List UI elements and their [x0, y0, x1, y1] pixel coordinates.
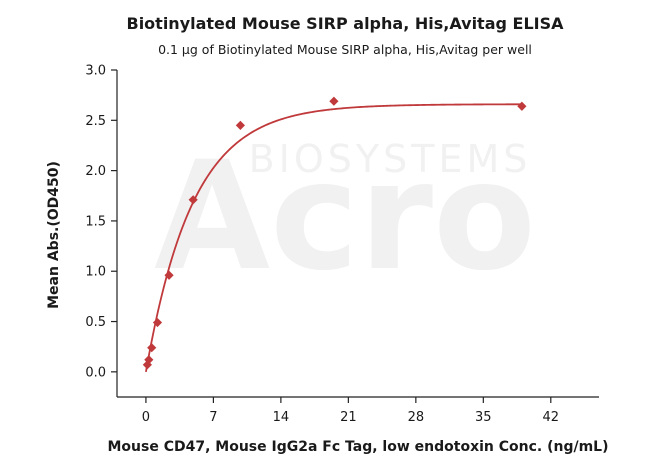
- x-tick-label: 42: [543, 410, 560, 425]
- x-axis-ticks: 0 7 14 21 28 35 42: [142, 397, 559, 425]
- data-point: [144, 355, 154, 365]
- data-point: [152, 317, 163, 328]
- chart-title: Biotinylated Mouse SIRP alpha, His,Avita…: [127, 14, 565, 33]
- y-tick-label: 0.5: [85, 315, 106, 330]
- x-tick-label: 35: [475, 410, 492, 425]
- data-point: [188, 195, 198, 205]
- x-axis-title: Mouse CD47, Mouse IgG2a Fc Tag, low endo…: [108, 439, 609, 455]
- data-point: [142, 360, 152, 370]
- data-point: [235, 120, 245, 130]
- data-point: [164, 270, 174, 280]
- y-axis-ticks: 0.0 0.5 1.0 1.5 2.0 2.5 3.0: [85, 64, 117, 380]
- watermark-brand: Acro: [154, 130, 536, 304]
- y-axis-title: Mean Abs.(OD450): [46, 161, 62, 309]
- watermark-subtext: BIOSYSTEMS: [249, 137, 532, 181]
- x-tick-label: 0: [142, 410, 150, 425]
- data-point: [147, 343, 157, 353]
- x-tick-label: 14: [273, 410, 290, 425]
- y-tick-label: 2.0: [85, 164, 106, 179]
- data-point: [517, 101, 527, 111]
- fit-curve: [145, 103, 522, 373]
- x-tick-label: 21: [340, 410, 357, 425]
- x-tick-label: 7: [209, 410, 217, 425]
- y-tick-label: 1.5: [85, 214, 106, 229]
- watermark: Acro BIOSYSTEMS: [154, 130, 536, 304]
- y-tick-label: 2.5: [85, 114, 106, 129]
- data-points: [142, 96, 527, 370]
- x-tick-label: 28: [408, 410, 425, 425]
- y-tick-label: 0.0: [85, 365, 106, 380]
- chart-subtitle: 0.1 μg of Biotinylated Mouse SIRP alpha,…: [158, 42, 532, 57]
- data-point: [329, 96, 339, 106]
- y-tick-label: 3.0: [85, 64, 106, 79]
- y-tick-label: 1.0: [85, 265, 106, 280]
